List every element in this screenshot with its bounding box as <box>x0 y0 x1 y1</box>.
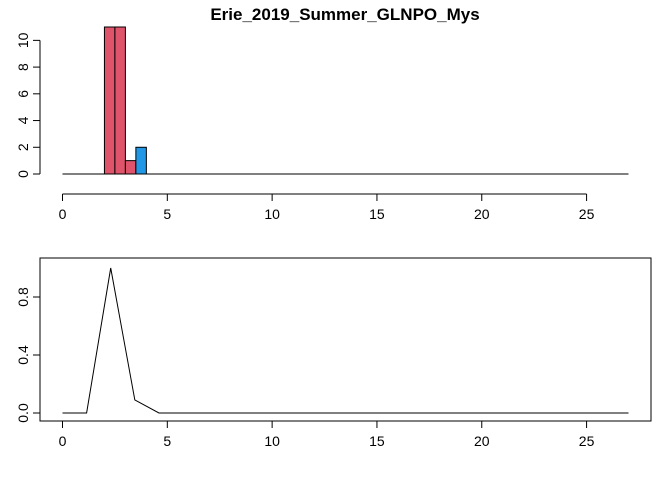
y-tick-label: 0.0 <box>15 403 31 423</box>
histogram-bar <box>114 26 126 175</box>
y-tick-label: 10 <box>15 32 31 48</box>
histogram-bar <box>103 26 116 175</box>
x-tick-label: 20 <box>474 206 490 222</box>
y-tick-label: 0.4 <box>15 345 31 365</box>
x-tick-label: 5 <box>163 433 171 449</box>
histogram-bar <box>135 146 147 175</box>
histogram-bar <box>124 160 137 175</box>
chart-title: Erie_2019_Summer_GLNPO_Mys <box>210 5 479 24</box>
x-tick-label: 15 <box>369 206 385 222</box>
x-tick-label: 0 <box>59 206 67 222</box>
x-tick-label: 10 <box>264 433 280 449</box>
x-tick-label: 0 <box>59 433 67 449</box>
x-tick-label: 25 <box>579 206 595 222</box>
x-tick-label: 25 <box>579 433 595 449</box>
y-tick-label: 0.8 <box>15 287 31 307</box>
histogram-panel: 0 5 10 15 20 25 0 2 4 6 8 10 <box>15 26 629 222</box>
y-tick-label: 0 <box>15 170 31 178</box>
density-line <box>62 267 629 414</box>
y-tick-label: 2 <box>15 143 31 151</box>
y-tick-label: 4 <box>15 116 31 124</box>
y-tick-label: 6 <box>15 90 31 98</box>
x-tick-label: 20 <box>474 433 490 449</box>
x-tick-label: 10 <box>264 206 280 222</box>
x-tick-label: 15 <box>369 433 385 449</box>
density-panel: 0 5 10 15 20 25 0.0 0.4 0.8 <box>15 257 652 449</box>
x-tick-label: 5 <box>163 206 171 222</box>
plot-box <box>39 257 652 422</box>
y-tick-label: 8 <box>15 63 31 71</box>
